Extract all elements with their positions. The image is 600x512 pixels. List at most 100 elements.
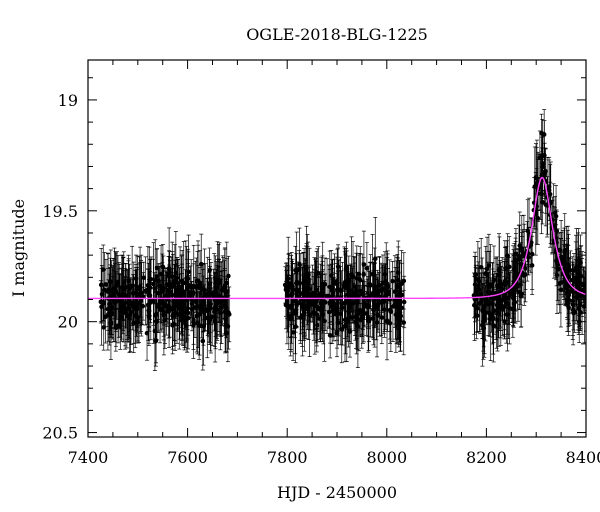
data-point	[335, 264, 341, 269]
data-point	[496, 267, 502, 273]
data-point	[396, 301, 402, 306]
data-point	[224, 289, 230, 294]
data-point	[576, 292, 582, 297]
data-point	[163, 293, 169, 299]
data-point	[476, 279, 482, 284]
data-point	[491, 323, 496, 328]
data-point	[225, 324, 231, 329]
data-point	[327, 284, 333, 290]
data-point	[374, 320, 380, 325]
data-point	[543, 202, 549, 208]
data-point	[473, 287, 479, 293]
data-point	[213, 290, 218, 295]
data-point	[158, 271, 164, 277]
data-point	[311, 302, 317, 308]
x-tick-label: 8000	[366, 448, 407, 467]
data-point	[540, 152, 545, 158]
data-point	[209, 314, 215, 320]
data-point	[581, 282, 586, 288]
data-point	[491, 308, 497, 314]
data-point	[380, 280, 386, 286]
data-point	[162, 317, 168, 323]
data-point	[179, 303, 185, 309]
x-tick-labels: 7400 7600 7800 8000 8200 8400	[68, 448, 600, 467]
data-point	[575, 268, 581, 274]
data-point	[293, 324, 298, 329]
data-point	[109, 305, 115, 311]
data-point	[118, 314, 123, 320]
data-point	[131, 300, 137, 306]
data-point	[401, 320, 407, 325]
data-point	[375, 313, 381, 318]
data-point	[126, 278, 131, 284]
data-point	[314, 312, 320, 318]
data-point	[296, 267, 302, 272]
data-point	[475, 292, 480, 297]
data-point	[384, 318, 390, 324]
data-point	[319, 291, 325, 297]
data-point	[99, 291, 105, 297]
data-point	[298, 315, 303, 320]
data-point	[472, 282, 478, 287]
data-point	[194, 313, 200, 319]
data-point	[340, 301, 345, 306]
data-point	[562, 266, 568, 271]
data-point	[355, 324, 361, 329]
data-point	[478, 291, 484, 297]
data-point	[582, 304, 586, 309]
data-point	[309, 298, 315, 304]
data-point	[472, 302, 477, 308]
data-point	[137, 284, 143, 289]
data-point	[540, 161, 546, 167]
data-point	[365, 302, 370, 308]
data-point	[577, 301, 583, 307]
data-point	[127, 316, 132, 321]
data-point	[130, 290, 136, 296]
data-point	[517, 243, 523, 248]
data-point	[209, 291, 215, 297]
data-point	[212, 318, 218, 324]
data-point	[578, 260, 583, 265]
data-point	[583, 289, 586, 295]
data-point	[315, 322, 320, 328]
data-point	[569, 277, 575, 283]
data-point	[362, 300, 367, 305]
data-point	[147, 293, 153, 298]
data-point	[199, 307, 204, 313]
data-point	[396, 322, 402, 328]
data-point	[196, 323, 202, 328]
data-point	[393, 312, 399, 317]
data-point	[132, 306, 138, 312]
data-point	[170, 322, 175, 328]
data-point	[371, 298, 376, 304]
data-point	[496, 295, 502, 301]
data-point	[557, 281, 563, 286]
data-point	[372, 302, 378, 308]
data-point	[539, 173, 544, 178]
data-point	[292, 298, 298, 303]
data-point	[297, 300, 303, 306]
data-point	[151, 281, 156, 287]
data-point	[179, 299, 185, 304]
data-point	[316, 270, 321, 276]
data-point	[574, 265, 579, 270]
data-point	[195, 304, 201, 309]
data-point	[303, 274, 309, 280]
data-point	[366, 318, 372, 324]
data-point	[179, 290, 185, 296]
data-point	[184, 309, 190, 315]
data-point	[173, 270, 179, 276]
data-point	[292, 311, 298, 316]
data-point	[370, 290, 376, 296]
data-point	[554, 272, 560, 278]
data-point	[356, 276, 362, 281]
data-point	[359, 315, 365, 320]
data-point	[320, 285, 326, 291]
data-point	[286, 305, 292, 310]
data-point	[206, 307, 212, 313]
data-point	[535, 215, 541, 221]
data-point	[296, 280, 302, 286]
data-point	[298, 291, 304, 296]
data-point	[480, 322, 485, 328]
data-point	[558, 287, 564, 293]
